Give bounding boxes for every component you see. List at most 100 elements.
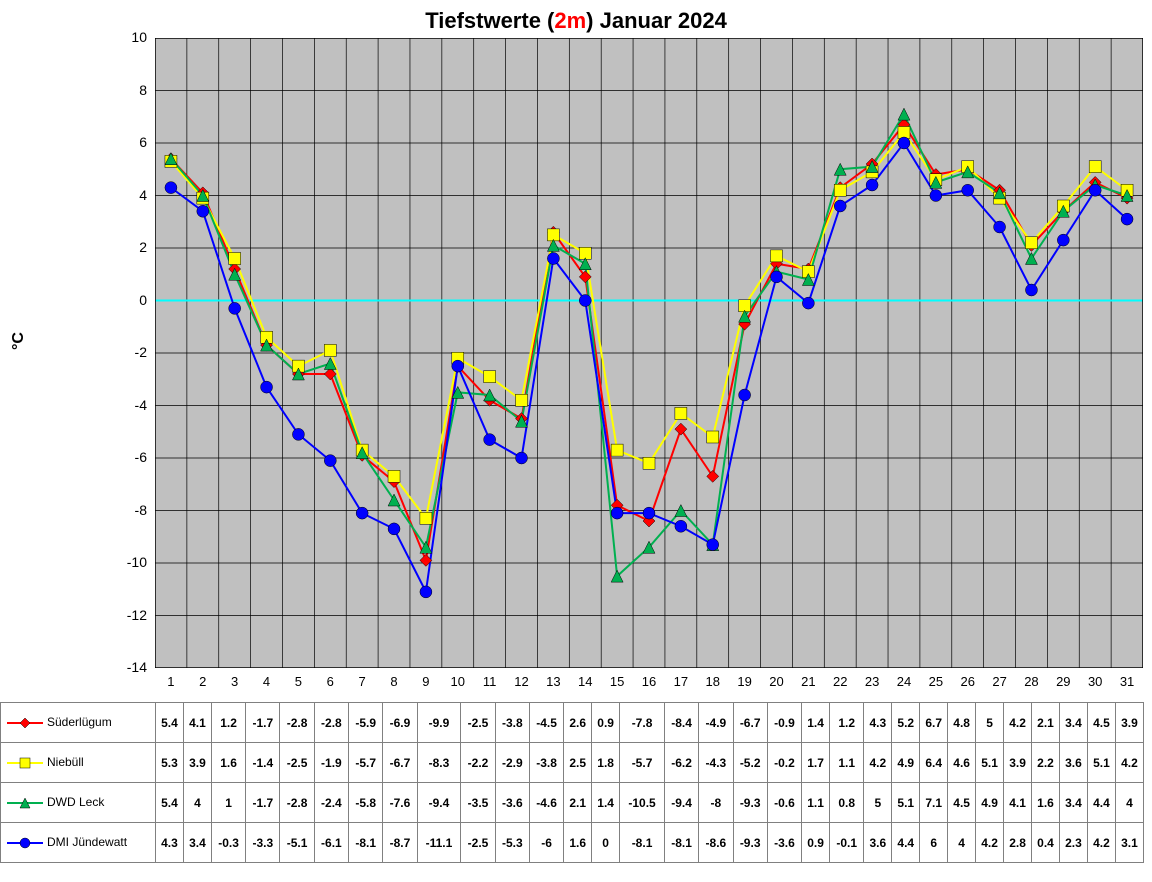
table-cell: -5.2 [733,743,767,783]
table-cell: 1.6 [564,823,592,863]
table-cell: 4.1 [183,703,211,743]
table-cell: -8.6 [699,823,733,863]
table-cell: 5 [976,703,1004,743]
legend-cell: DWD Leck [1,783,156,823]
x-tick-label: 8 [379,674,409,689]
x-tick-label: 16 [634,674,664,689]
table-cell: 0.4 [1032,823,1060,863]
table-cell: -9.3 [733,783,767,823]
x-tick-label: 5 [283,674,313,689]
table-row: DMI Jündewatt4.33.4-0.3-3.3-5.1-6.1-8.1-… [1,823,1144,863]
table-cell: 4.8 [948,703,976,743]
table-cell: 0.8 [830,783,864,823]
table-cell: -6.2 [664,743,698,783]
table-cell: -0.9 [767,703,801,743]
table-cell: 1.6 [211,743,245,783]
table-cell: 3.4 [1059,783,1087,823]
table-cell: -9.4 [664,783,698,823]
table-cell: -2.8 [314,703,348,743]
x-tick-label: 22 [825,674,855,689]
y-tick-label: 2 [107,239,147,255]
table-cell: -2.5 [461,703,495,743]
table-cell: 4.2 [1087,823,1115,863]
series-name: Süderlügum [47,715,112,729]
x-tick-label: 11 [475,674,505,689]
table-cell: 3.4 [1059,703,1087,743]
table-cell: 0.9 [802,823,830,863]
x-tick-label: 20 [761,674,791,689]
table-cell: 4.9 [892,743,920,783]
table-cell: -2.8 [280,703,314,743]
table-cell: -6.7 [383,743,417,783]
x-tick-label: 26 [953,674,983,689]
series-name: Niebüll [47,755,84,769]
legend-cell: Niebüll [1,743,156,783]
table-cell: -4.9 [699,703,733,743]
y-tick-label: 8 [107,82,147,98]
x-tick-label: 31 [1112,674,1142,689]
table-cell: 4.5 [948,783,976,823]
table-cell: -1.9 [314,743,348,783]
table-cell: -0.6 [767,783,801,823]
table-cell: 4.2 [976,823,1004,863]
x-tick-label: 7 [347,674,377,689]
x-tick-label: 12 [507,674,537,689]
table-cell: -5.7 [620,743,665,783]
table-cell: 5.4 [156,783,184,823]
table-cell: -3.8 [495,703,529,743]
table-cell: -2.8 [280,783,314,823]
x-tick-label: 10 [443,674,473,689]
table-cell: -0.1 [830,823,864,863]
table-cell: -2.5 [461,823,495,863]
series-name: DWD Leck [47,795,104,809]
table-cell: 4 [948,823,976,863]
table-cell: 3.4 [183,823,211,863]
table-cell: 0 [592,823,620,863]
table-cell: -5.1 [280,823,314,863]
table-cell: 6 [920,823,948,863]
table-cell: -9.4 [417,783,461,823]
title-red: 2m [554,8,586,33]
x-tick-label: 17 [666,674,696,689]
table-cell: -8.1 [664,823,698,863]
legend-marker-icon [7,795,43,811]
legend-cell: DMI Jündewatt [1,823,156,863]
y-tick-label: 0 [107,292,147,308]
table-cell: 1.7 [802,743,830,783]
table-cell: 5.1 [892,783,920,823]
title-prefix: Tiefstwerte ( [425,8,554,33]
x-tick-label: 9 [411,674,441,689]
x-tick-label: 24 [889,674,919,689]
table-cell: -4.6 [529,783,563,823]
y-tick-label: -12 [107,607,147,623]
y-tick-label: -14 [107,659,147,675]
table-cell: 7.1 [920,783,948,823]
table-cell: 2.5 [564,743,592,783]
table-cell: 1.1 [802,783,830,823]
y-tick-label: -8 [107,502,147,518]
table-cell: 1.2 [830,703,864,743]
table-cell: -3.3 [246,823,280,863]
table-cell: 4 [1115,783,1143,823]
table-cell: 4 [183,783,211,823]
y-axis-label: °C [10,332,28,350]
table-cell: 5 [864,783,892,823]
chart-title: Tiefstwerte (2m) Januar 2024 [0,8,1152,34]
table-cell: -8.3 [417,743,461,783]
table-cell: 6.4 [920,743,948,783]
table-cell: 5.4 [156,703,184,743]
table-cell: 1.4 [592,783,620,823]
table-cell: 1.4 [802,703,830,743]
table-cell: 3.9 [183,743,211,783]
x-tick-label: 1 [156,674,186,689]
table-cell: 1.2 [211,703,245,743]
y-tick-label: 10 [107,29,147,45]
y-tick-label: -10 [107,554,147,570]
table-cell: 4.2 [1004,703,1032,743]
table-cell: -1.7 [246,703,280,743]
table-row: DWD Leck5.441-1.7-2.8-2.4-5.8-7.6-9.4-3.… [1,783,1144,823]
title-suffix: ) Januar 2024 [586,8,727,33]
x-tick-label: 3 [220,674,250,689]
x-tick-label: 25 [921,674,951,689]
legend-cell: Süderlügum [1,703,156,743]
